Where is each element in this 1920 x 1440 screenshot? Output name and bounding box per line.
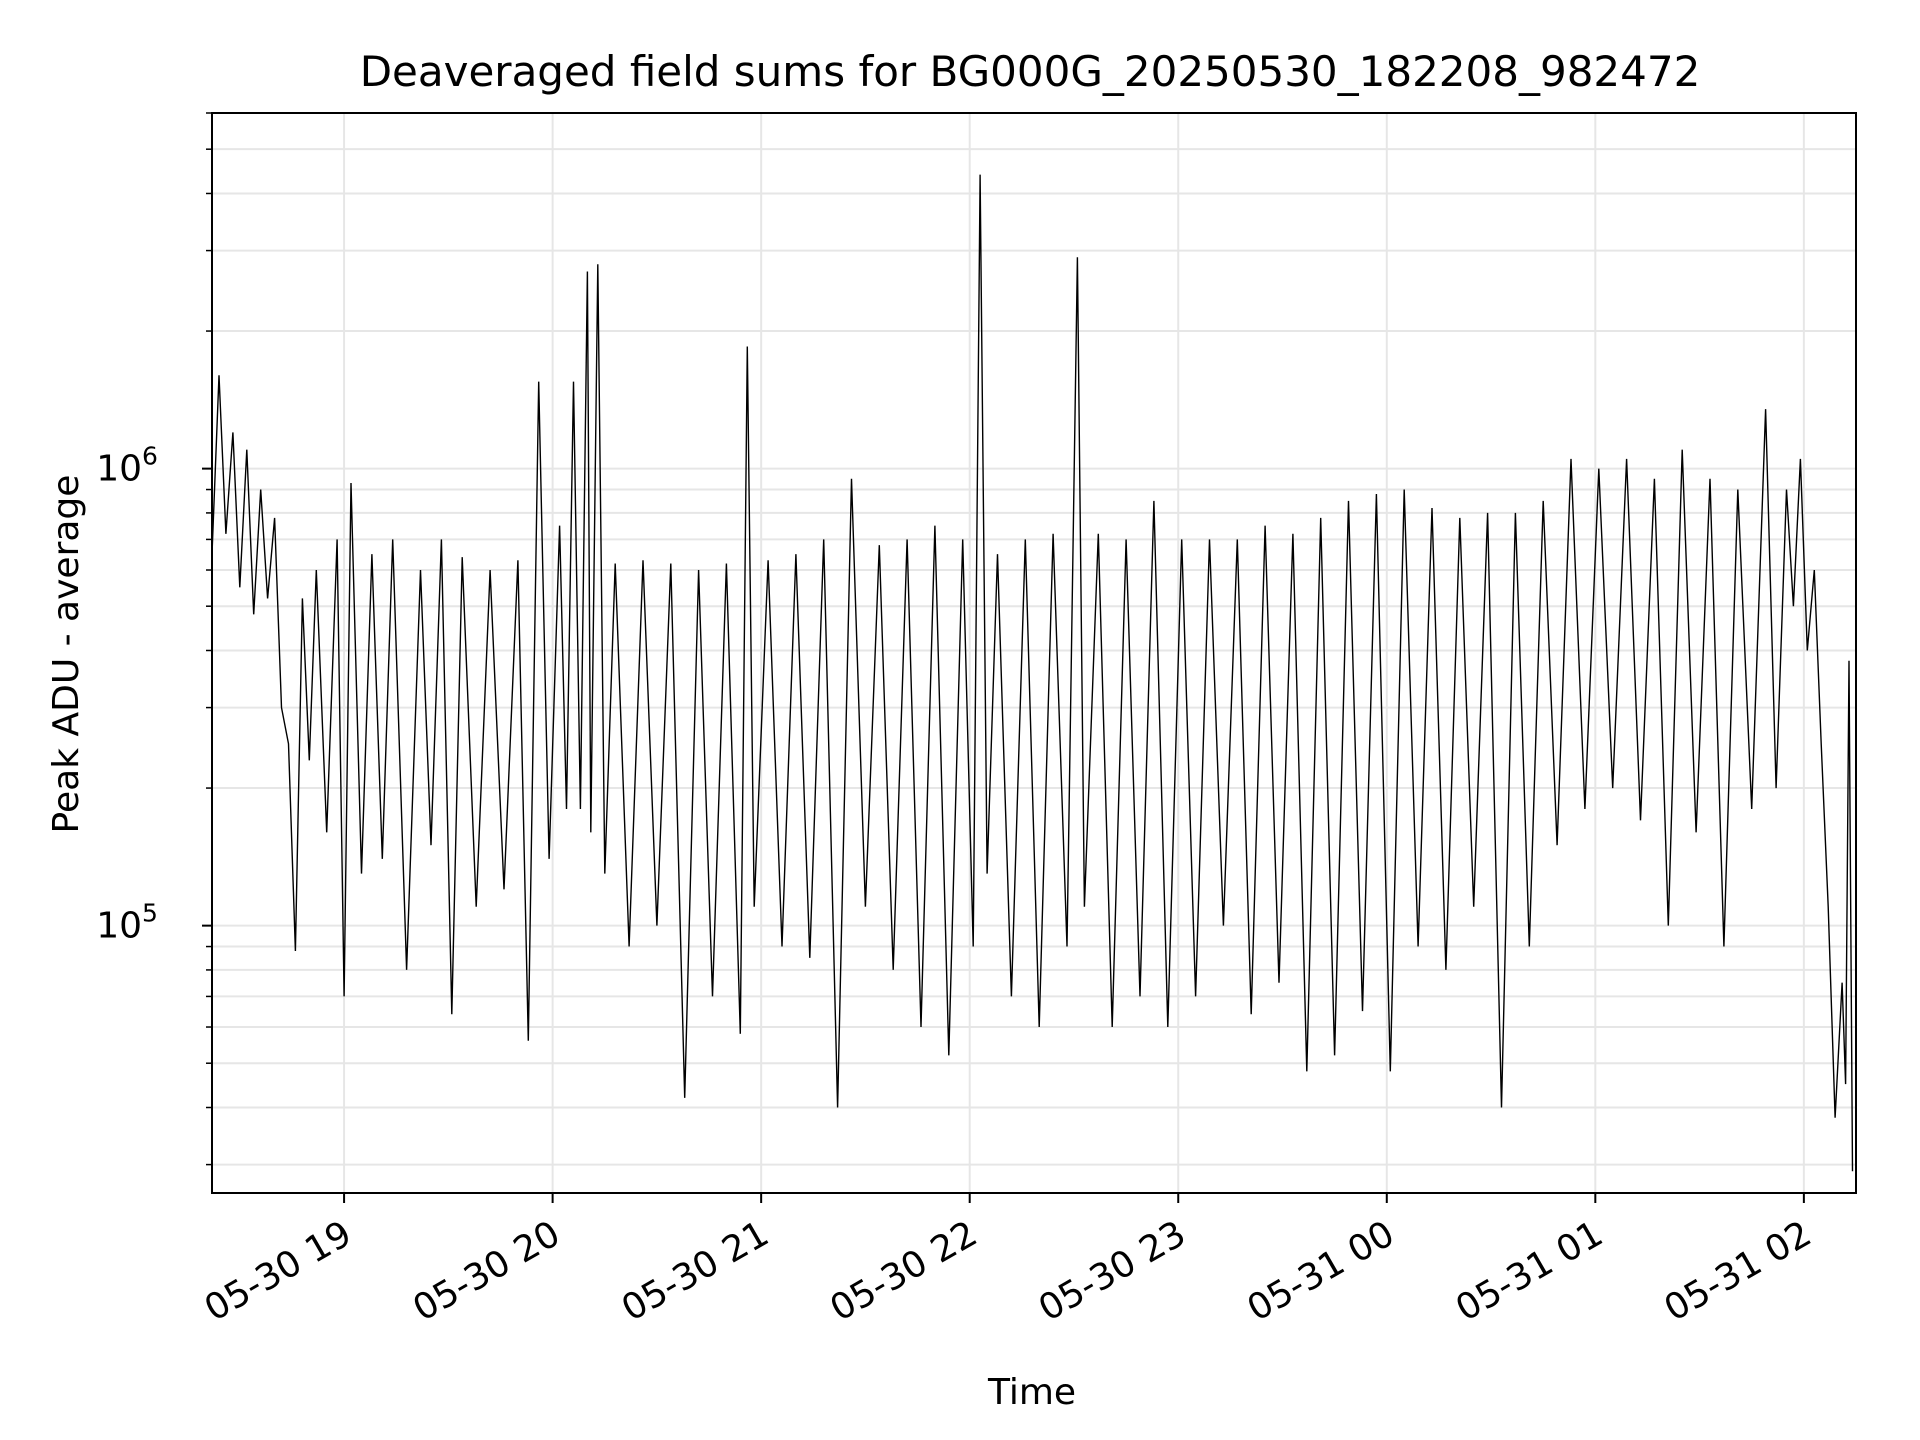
- y-axis-label: Peak ADU - average: [46, 475, 87, 834]
- y-tick-exponent: 5: [142, 899, 158, 928]
- plot-frame: [211, 112, 1857, 1194]
- y-tick-label: 10: [96, 449, 142, 490]
- y-tick-label: 10: [96, 906, 142, 947]
- y-tick-exponent: 6: [142, 442, 158, 471]
- series-line: [211, 174, 1854, 1172]
- x-axis-label: Time: [987, 1372, 1076, 1413]
- chart-title: Deaveraged field sums for BG000G_2025053…: [360, 47, 1701, 96]
- data-layer: [211, 174, 1854, 1172]
